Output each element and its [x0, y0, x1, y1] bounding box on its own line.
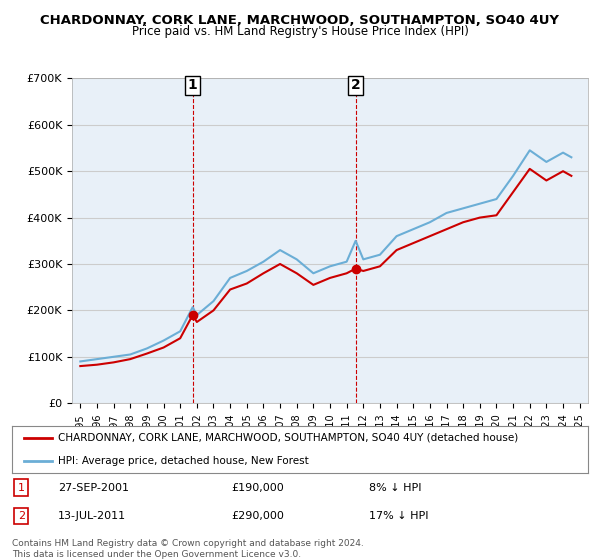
- Text: Price paid vs. HM Land Registry's House Price Index (HPI): Price paid vs. HM Land Registry's House …: [131, 25, 469, 38]
- Text: This data is licensed under the Open Government Licence v3.0.: This data is licensed under the Open Gov…: [12, 550, 301, 559]
- Text: 8% ↓ HPI: 8% ↓ HPI: [369, 483, 422, 493]
- Text: £190,000: £190,000: [231, 483, 284, 493]
- Text: 1: 1: [188, 78, 197, 92]
- Text: CHARDONNAY, CORK LANE, MARCHWOOD, SOUTHAMPTON, SO40 4UY (detached house): CHARDONNAY, CORK LANE, MARCHWOOD, SOUTHA…: [58, 432, 518, 442]
- Text: £290,000: £290,000: [231, 511, 284, 521]
- Text: 2: 2: [351, 78, 361, 92]
- Text: 27-SEP-2001: 27-SEP-2001: [58, 483, 129, 493]
- Text: 2: 2: [18, 511, 25, 521]
- Text: 17% ↓ HPI: 17% ↓ HPI: [369, 511, 428, 521]
- Text: HPI: Average price, detached house, New Forest: HPI: Average price, detached house, New …: [58, 456, 309, 466]
- Text: 1: 1: [18, 483, 25, 493]
- Text: Contains HM Land Registry data © Crown copyright and database right 2024.: Contains HM Land Registry data © Crown c…: [12, 539, 364, 548]
- Text: 13-JUL-2011: 13-JUL-2011: [58, 511, 126, 521]
- Text: CHARDONNAY, CORK LANE, MARCHWOOD, SOUTHAMPTON, SO40 4UY: CHARDONNAY, CORK LANE, MARCHWOOD, SOUTHA…: [41, 14, 560, 27]
